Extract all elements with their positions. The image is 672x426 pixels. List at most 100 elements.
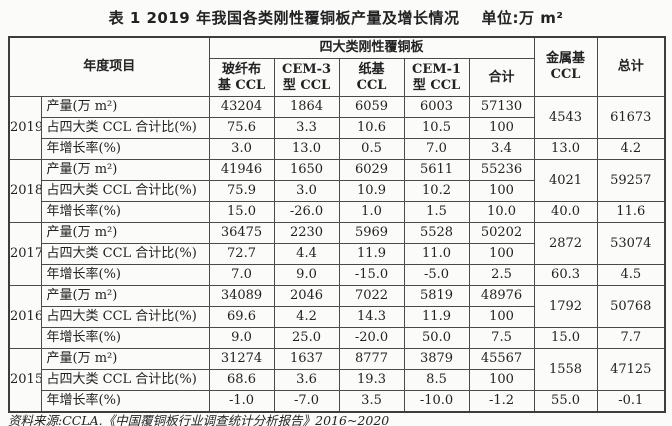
cell-value: 4.2 <box>273 306 340 328</box>
year-cell-2016: 2016 <box>8 285 42 349</box>
cell-value: 9.0 <box>208 327 275 349</box>
cell-value: 7022 <box>338 285 405 307</box>
cell-grand-total-production: 50768 <box>596 285 666 328</box>
header-four-class-group: 四大类刚性覆铜板 <box>208 36 535 59</box>
cell-value: -1.0 <box>208 390 275 413</box>
cell-metal-growth: 40.0 <box>533 201 598 223</box>
header-col-metal-ccl: 金属基 CCL <box>533 36 598 97</box>
cell-value: 3.0 <box>208 138 275 160</box>
ccl-production-table: 年度项目 四大类刚性覆铜板 金属基 CCL 总计 玻纤布 基 CCL CEM-3… <box>8 36 667 413</box>
cell-value: 2230 <box>273 222 340 244</box>
cell-value: 100 <box>468 369 535 391</box>
cell-value: 8777 <box>338 348 405 370</box>
cell-value: 3.4 <box>468 138 535 160</box>
cell-value: 6003 <box>403 96 470 118</box>
cell-value: -7.0 <box>273 390 340 413</box>
cell-value: 15.0 <box>208 201 275 223</box>
cell-grand-total-production: 53074 <box>596 222 666 265</box>
header-col-paper-ccl: 纸基 CCL <box>338 58 405 97</box>
table-row: 占四大类 CCL 合计比(%) 68.6 3.6 19.3 8.5 100 <box>9 369 665 391</box>
cell-value: 6029 <box>338 159 405 181</box>
cell-value: 10.0 <box>468 201 535 223</box>
cell-value: 57130 <box>468 96 535 118</box>
row-label-production: 产量(万 m²) <box>40 348 210 370</box>
header-col-subtotal: 合计 <box>468 58 535 97</box>
data-table-container: 年度项目 四大类刚性覆铜板 金属基 CCL 总计 玻纤布 基 CCL CEM-3… <box>8 36 667 413</box>
table-row: 2016 产量(万 m²) 34089 2046 7022 5819 48976… <box>8 285 666 349</box>
row-label-share: 占四大类 CCL 合计比(%) <box>40 306 210 328</box>
header-col-cem3-ccl: CEM-3 型 CCL <box>273 58 340 97</box>
cell-value: 2046 <box>273 285 340 307</box>
cell-value: 11.9 <box>403 306 470 328</box>
cell-grand-total-production: 47125 <box>596 348 666 391</box>
row-label-production: 产量(万 m²) <box>40 222 210 244</box>
page-title: 表 1 2019 年我国各类刚性覆铜板产量及增长情况 单位:万 m² <box>0 7 672 28</box>
cell-value: 48976 <box>468 285 535 307</box>
header-col-cem1-ccl: CEM-1 型 CCL <box>403 58 470 97</box>
cell-value: 100 <box>468 243 535 265</box>
table-row: 年增长率(%) 9.0 25.0 -20.0 50.0 7.5 15.0 7.7 <box>9 327 666 349</box>
cell-value: 3879 <box>403 348 470 370</box>
cell-value: 7.5 <box>468 327 535 349</box>
cell-value: 1864 <box>273 96 340 118</box>
cell-value: 41946 <box>208 159 275 181</box>
cell-grand-total-production: 61673 <box>596 96 666 139</box>
row-label-growth: 年增长率(%) <box>40 264 210 286</box>
cell-value: 8.5 <box>403 369 470 391</box>
cell-value: 7.0 <box>403 138 470 160</box>
row-label-growth: 年增长率(%) <box>40 138 210 160</box>
cell-value: 2.5 <box>468 264 535 286</box>
cell-value: -15.0 <box>338 264 405 286</box>
row-label-production: 产量(万 m²) <box>40 159 210 181</box>
cell-value: 10.5 <box>403 117 470 139</box>
table-row: 年增长率(%) 15.0 -26.0 1.0 1.5 10.0 40.0 11.… <box>9 201 666 223</box>
cell-value: 34089 <box>208 285 275 307</box>
year-cell-2018: 2018 <box>8 159 42 223</box>
cell-value: 1.5 <box>403 201 470 223</box>
cell-value: 7.0 <box>208 264 275 286</box>
cell-value: 72.7 <box>208 243 275 265</box>
cell-grand-total-growth: -0.1 <box>596 390 666 413</box>
row-label-share: 占四大类 CCL 合计比(%) <box>40 369 210 391</box>
row-label-growth: 年增长率(%) <box>40 201 210 223</box>
cell-value: 25.0 <box>273 327 340 349</box>
header-col-grand-total: 总计 <box>596 36 666 97</box>
table-row: 年增长率(%) 3.0 13.0 0.5 7.0 3.4 13.0 4.2 <box>9 138 666 160</box>
cell-value: 1637 <box>273 348 340 370</box>
header-row-columns: 玻纤布 基 CCL CEM-3 型 CCL 纸基 CCL CEM-1 型 CCL… <box>9 58 665 97</box>
header-col-glass-ccl: 玻纤布 基 CCL <box>208 58 275 97</box>
year-cell-2015: 2015 <box>8 348 42 413</box>
cell-value: 10.2 <box>403 180 470 202</box>
cell-metal-production: 4021 <box>533 159 598 202</box>
cell-value: 100 <box>468 180 535 202</box>
cell-metal-growth: 55.0 <box>533 390 598 413</box>
cell-value: 10.6 <box>338 117 405 139</box>
cell-value: 43204 <box>208 96 275 118</box>
cell-value: 50.0 <box>403 327 470 349</box>
cell-metal-production: 1792 <box>533 285 598 328</box>
cell-value: 1650 <box>273 159 340 181</box>
cell-value: 6059 <box>338 96 405 118</box>
cell-value: 100 <box>468 117 535 139</box>
cell-value: 11.9 <box>338 243 405 265</box>
cell-value: 45567 <box>468 348 535 370</box>
table-row: 年增长率(%) 7.0 9.0 -15.0 -5.0 2.5 60.3 4.5 <box>9 264 666 286</box>
cell-metal-growth: 60.3 <box>533 264 598 286</box>
cell-grand-total-production: 59257 <box>596 159 666 202</box>
cell-value: 11.0 <box>403 243 470 265</box>
table-unit-text: 单位:万 m² <box>481 9 564 27</box>
row-label-share: 占四大类 CCL 合计比(%) <box>40 243 210 265</box>
cell-value: 4.4 <box>273 243 340 265</box>
table-row: 占四大类 CCL 合计比(%) 69.6 4.2 14.3 11.9 100 <box>9 306 665 328</box>
cell-value: 19.3 <box>338 369 405 391</box>
table-row: 占四大类 CCL 合计比(%) 75.6 3.3 10.6 10.5 100 <box>9 117 665 139</box>
cell-value: 5819 <box>403 285 470 307</box>
cell-metal-growth: 15.0 <box>533 327 598 349</box>
row-label-growth: 年增长率(%) <box>40 390 210 413</box>
cell-value: 100 <box>468 306 535 328</box>
cell-value: 3.5 <box>338 390 405 413</box>
cell-value: -20.0 <box>338 327 405 349</box>
table-row: 2018 产量(万 m²) 41946 1650 6029 5611 55236… <box>8 159 666 223</box>
table-title-text: 表 1 2019 年我国各类刚性覆铜板产量及增长情况 <box>108 9 460 27</box>
table-row: 2015 产量(万 m²) 31274 1637 8777 3879 45567… <box>8 348 666 413</box>
